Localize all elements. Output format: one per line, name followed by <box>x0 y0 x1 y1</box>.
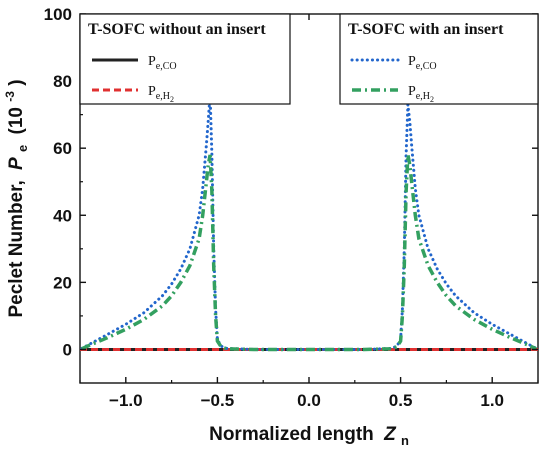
y-axis-title-sub: e <box>15 145 30 152</box>
x-tick-label: −0.5 <box>201 391 235 410</box>
legend-label-sub: e,CO <box>156 61 177 72</box>
x-tick-label: 0.0 <box>297 391 321 410</box>
y-axis: 0 20 40 60 80 100 <box>44 5 538 359</box>
x-tick-label: 1.0 <box>480 391 504 410</box>
legend-label: Pe,H2 <box>148 84 174 104</box>
y-tick-label: 40 <box>53 206 72 225</box>
x-tick-label: −1.0 <box>109 391 143 410</box>
y-tick-label: 100 <box>44 5 72 24</box>
y-axis-title-unit: (10 <box>6 107 27 134</box>
y-axis-title-var: P <box>6 157 27 170</box>
legend-label-main: P <box>408 54 416 69</box>
x-axis-title-sub: n <box>401 433 409 448</box>
series-line-2 <box>80 94 538 351</box>
y-tick-label: 80 <box>53 72 72 91</box>
legend-label: Pe,CO <box>408 54 437 72</box>
legend-layer: T-SOFC without an insertPe,COPe,H2T-SOFC… <box>79 13 539 105</box>
y-tick-label: 20 <box>53 273 72 292</box>
x-axis: −1.0 −0.5 0.0 0.5 1.0 <box>79 14 539 410</box>
y-axis-title-close: ) <box>6 79 27 85</box>
legend-title: T-SOFC without an insert <box>88 21 266 38</box>
legend-label: Pe,H2 <box>408 84 434 104</box>
y-axis-title: Peclet Number, P e (10 -3 ) <box>0 79 32 317</box>
y-axis-title-exp: -3 <box>3 91 17 102</box>
legend-label: Pe,CO <box>148 54 177 72</box>
y-tick-label: 0 <box>63 340 72 359</box>
legend-label-main: P <box>408 84 416 99</box>
x-axis-title-text: Normalized length <box>209 424 374 445</box>
legend-label-sub: e,H <box>156 91 170 102</box>
series-line-3 <box>81 154 537 352</box>
x-tick-label: 0.5 <box>389 391 413 410</box>
legend-label-sub2: 2 <box>170 95 174 104</box>
legend-title: T-SOFC with an insert <box>348 21 504 38</box>
series-layer <box>80 94 538 352</box>
y-tick-label: 60 <box>53 139 72 158</box>
y-axis-title-text: Peclet Number, <box>6 180 27 317</box>
legend-label-sub: e,H <box>416 91 430 102</box>
legend-label-main: P <box>148 84 156 99</box>
x-axis-title-var: Z <box>383 424 397 445</box>
x-axis-title: Normalized length Z n <box>209 424 409 448</box>
legend-label-main: P <box>148 54 156 69</box>
legend-label-sub: e,CO <box>416 61 437 72</box>
legend-label-sub2: 2 <box>430 95 434 104</box>
